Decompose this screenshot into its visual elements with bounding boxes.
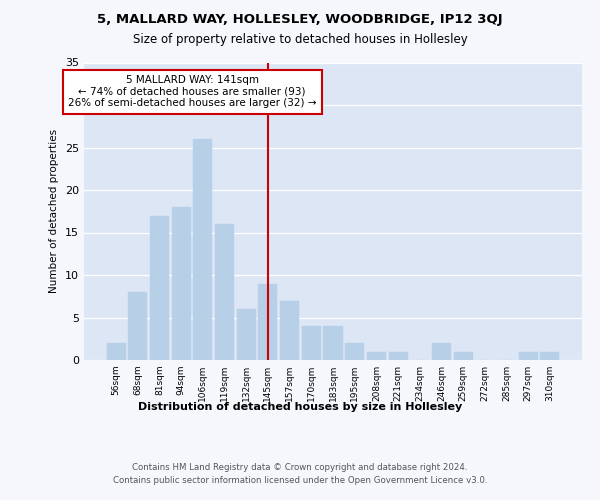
Text: Distribution of detached houses by size in Hollesley: Distribution of detached houses by size …: [138, 402, 462, 412]
Bar: [389, 352, 407, 360]
Bar: [454, 352, 473, 360]
Bar: [193, 139, 212, 360]
Bar: [259, 284, 277, 360]
Bar: [107, 343, 126, 360]
Text: 5, MALLARD WAY, HOLLESLEY, WOODBRIDGE, IP12 3QJ: 5, MALLARD WAY, HOLLESLEY, WOODBRIDGE, I…: [97, 12, 503, 26]
Bar: [518, 352, 538, 360]
Bar: [280, 300, 299, 360]
Bar: [215, 224, 234, 360]
Bar: [323, 326, 343, 360]
Text: Contains public sector information licensed under the Open Government Licence v3: Contains public sector information licen…: [113, 476, 487, 485]
Bar: [540, 352, 559, 360]
Text: Size of property relative to detached houses in Hollesley: Size of property relative to detached ho…: [133, 32, 467, 46]
Bar: [150, 216, 169, 360]
Text: 5 MALLARD WAY: 141sqm
← 74% of detached houses are smaller (93)
26% of semi-deta: 5 MALLARD WAY: 141sqm ← 74% of detached …: [68, 75, 316, 108]
Bar: [172, 207, 191, 360]
Bar: [128, 292, 148, 360]
Bar: [302, 326, 321, 360]
Bar: [432, 343, 451, 360]
Bar: [345, 343, 364, 360]
Bar: [367, 352, 386, 360]
Y-axis label: Number of detached properties: Number of detached properties: [49, 129, 59, 294]
Bar: [237, 309, 256, 360]
Text: Contains HM Land Registry data © Crown copyright and database right 2024.: Contains HM Land Registry data © Crown c…: [132, 462, 468, 471]
